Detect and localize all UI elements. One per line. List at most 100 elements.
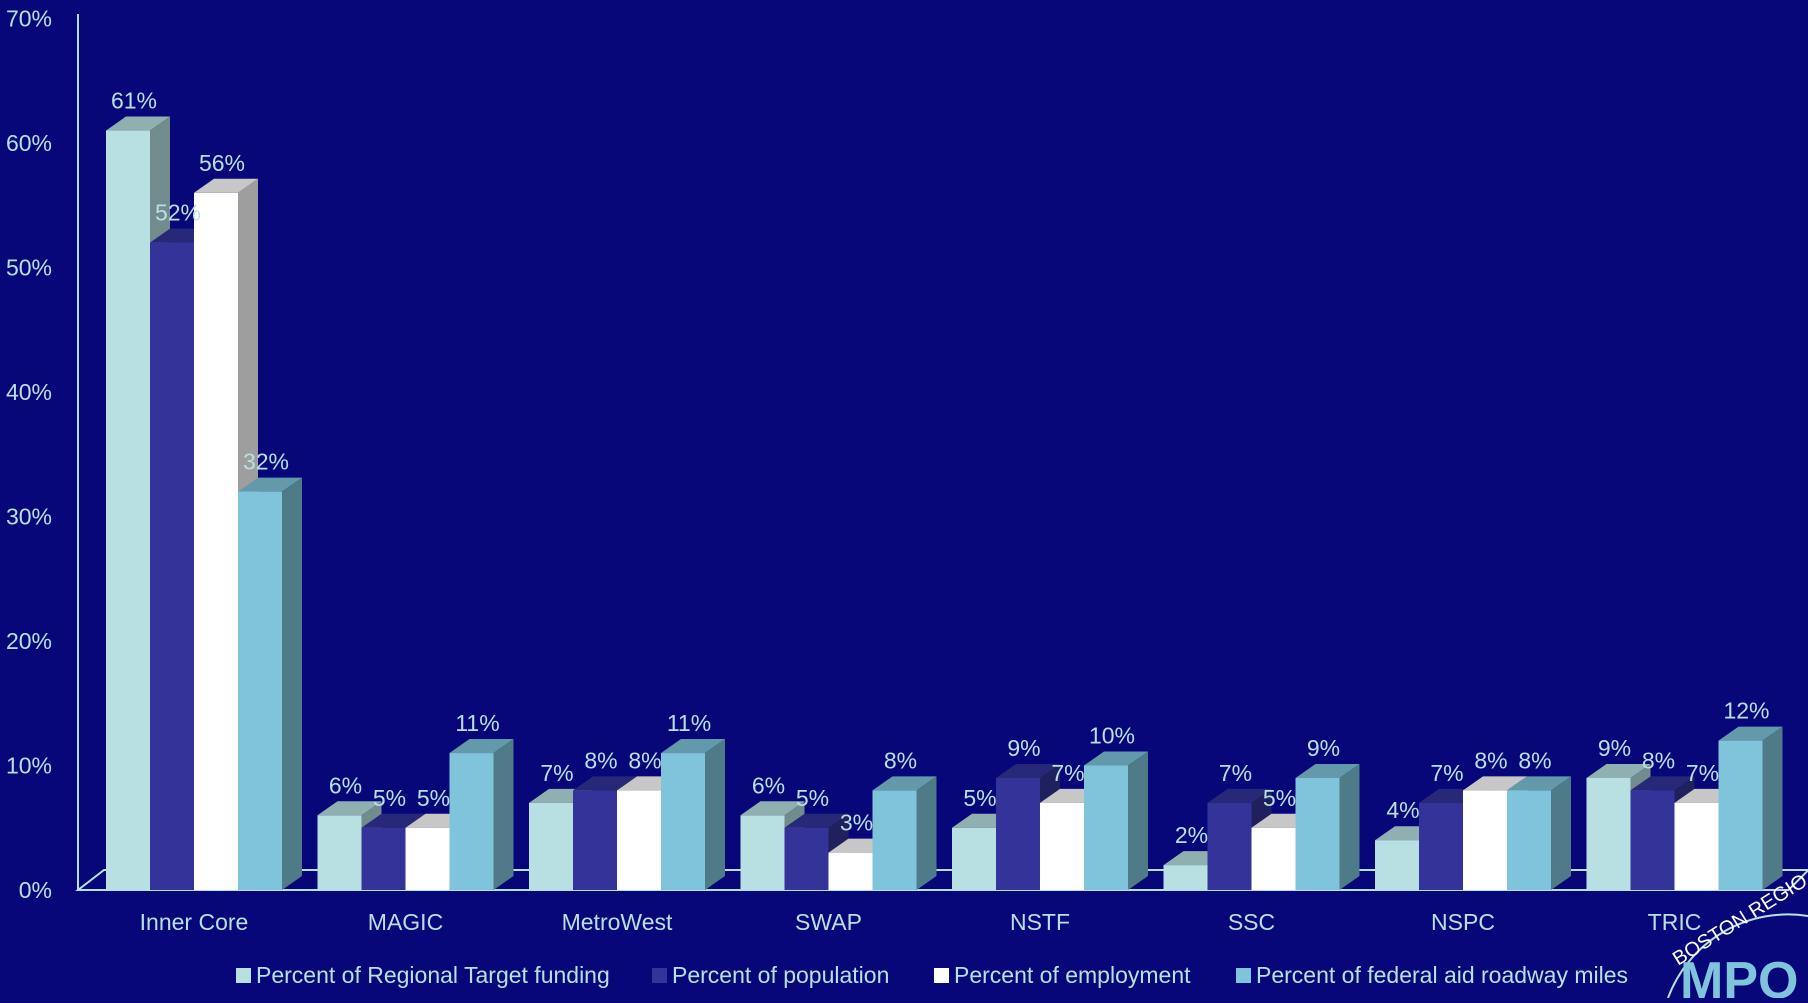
bar — [1507, 776, 1571, 890]
bar — [1718, 726, 1783, 890]
legend-label: Percent of Regional Target funding — [256, 962, 610, 988]
x-tick-label: NSPC — [1431, 909, 1495, 935]
bar-front — [1251, 827, 1296, 890]
y-tick-label: 50% — [6, 255, 52, 281]
y-tick-label: 10% — [6, 753, 52, 779]
bar-front — [952, 827, 996, 890]
data-label: 32% — [243, 449, 289, 475]
x-tick-label: MAGIC — [368, 909, 443, 935]
bar-front — [1674, 802, 1719, 890]
y-tick-label: 60% — [6, 130, 52, 156]
bars — [106, 116, 1783, 891]
data-label: 5% — [417, 785, 450, 811]
bar-front — [1163, 865, 1208, 890]
bar-top — [317, 801, 382, 816]
bar-top — [361, 813, 426, 828]
bar-front — [996, 777, 1040, 890]
bar-front — [1718, 740, 1763, 890]
x-tick-label: SWAP — [795, 909, 862, 935]
data-label: 3% — [840, 810, 873, 836]
legend-swatch — [1236, 968, 1251, 983]
bar-side — [1128, 751, 1148, 890]
x-tick-label: MetroWest — [562, 909, 673, 935]
bar-top — [1586, 763, 1651, 778]
data-label: 7% — [1430, 760, 1463, 786]
bar-top — [449, 739, 514, 754]
bar-front — [872, 790, 917, 890]
legend-label: Percent of federal aid roadway miles — [1256, 962, 1628, 988]
bar-front — [1207, 802, 1252, 890]
bar — [661, 739, 725, 890]
y-tick-label: 40% — [6, 379, 52, 405]
data-label: 7% — [1686, 760, 1719, 786]
bar-front — [661, 753, 705, 890]
data-label: 8% — [1474, 747, 1507, 773]
legend-swatch — [236, 968, 251, 983]
bar-top — [1084, 751, 1148, 766]
bar-top — [1463, 776, 1527, 791]
bar-top — [740, 801, 805, 816]
data-label: 5% — [963, 785, 996, 811]
data-label: 52% — [155, 200, 201, 226]
bar — [238, 477, 302, 890]
legend-swatch — [652, 968, 667, 983]
data-label: 8% — [628, 747, 661, 773]
data-label: 5% — [373, 785, 406, 811]
x-tick-label: NSTF — [1010, 909, 1070, 935]
bar-front — [529, 802, 573, 890]
bar-side — [1551, 776, 1571, 890]
bar-front — [194, 192, 238, 891]
bar-front — [617, 790, 661, 890]
data-label: 7% — [1219, 760, 1252, 786]
bar — [872, 776, 937, 890]
bar-top — [661, 739, 725, 754]
legend-label: Percent of employment — [954, 962, 1191, 988]
legend-label: Percent of population — [672, 962, 889, 988]
data-label: 6% — [752, 772, 785, 798]
x-tick-label: TRIC — [1648, 909, 1702, 935]
bar-side — [1762, 726, 1783, 890]
data-label: 8% — [884, 747, 917, 773]
bar — [1295, 763, 1360, 890]
bar-front — [1084, 765, 1128, 890]
x-tick-label: Inner Core — [140, 909, 249, 935]
data-label: 9% — [1598, 735, 1631, 761]
data-label: 8% — [584, 747, 617, 773]
bar-front — [1295, 777, 1340, 890]
bar-front — [106, 130, 150, 891]
bar-front — [1507, 790, 1551, 890]
data-label: 9% — [1307, 735, 1340, 761]
legend-swatch — [934, 968, 949, 983]
bar-front — [740, 815, 785, 890]
data-label: 5% — [796, 785, 829, 811]
bar-front — [317, 815, 362, 890]
y-tick-label: 30% — [6, 504, 52, 530]
y-tick-label: 0% — [19, 877, 52, 903]
data-label: 8% — [1518, 747, 1551, 773]
bar-front — [1586, 777, 1631, 890]
data-label: 11% — [667, 710, 711, 736]
bar-side — [282, 477, 302, 890]
bar-front — [1463, 790, 1507, 890]
data-label: 10% — [1089, 723, 1135, 749]
data-label: 6% — [329, 772, 362, 798]
data-label: 5% — [1263, 785, 1296, 811]
bar-front — [1375, 840, 1419, 890]
bar-front — [1419, 802, 1463, 890]
legend: Percent of Regional Target funding Percen… — [236, 962, 1628, 988]
bar-front — [361, 827, 406, 890]
data-label: 8% — [1642, 747, 1675, 773]
bar-top — [106, 116, 170, 131]
bar — [449, 739, 514, 890]
data-label: 56% — [199, 150, 245, 176]
bar-top — [996, 763, 1060, 778]
data-label: 7% — [540, 760, 573, 786]
bar-side — [493, 739, 514, 890]
data-label: 9% — [1007, 735, 1040, 761]
bar-front — [150, 242, 194, 891]
data-label: 12% — [1723, 698, 1769, 724]
data-label: 4% — [1386, 797, 1419, 823]
bar-top — [1295, 763, 1360, 778]
